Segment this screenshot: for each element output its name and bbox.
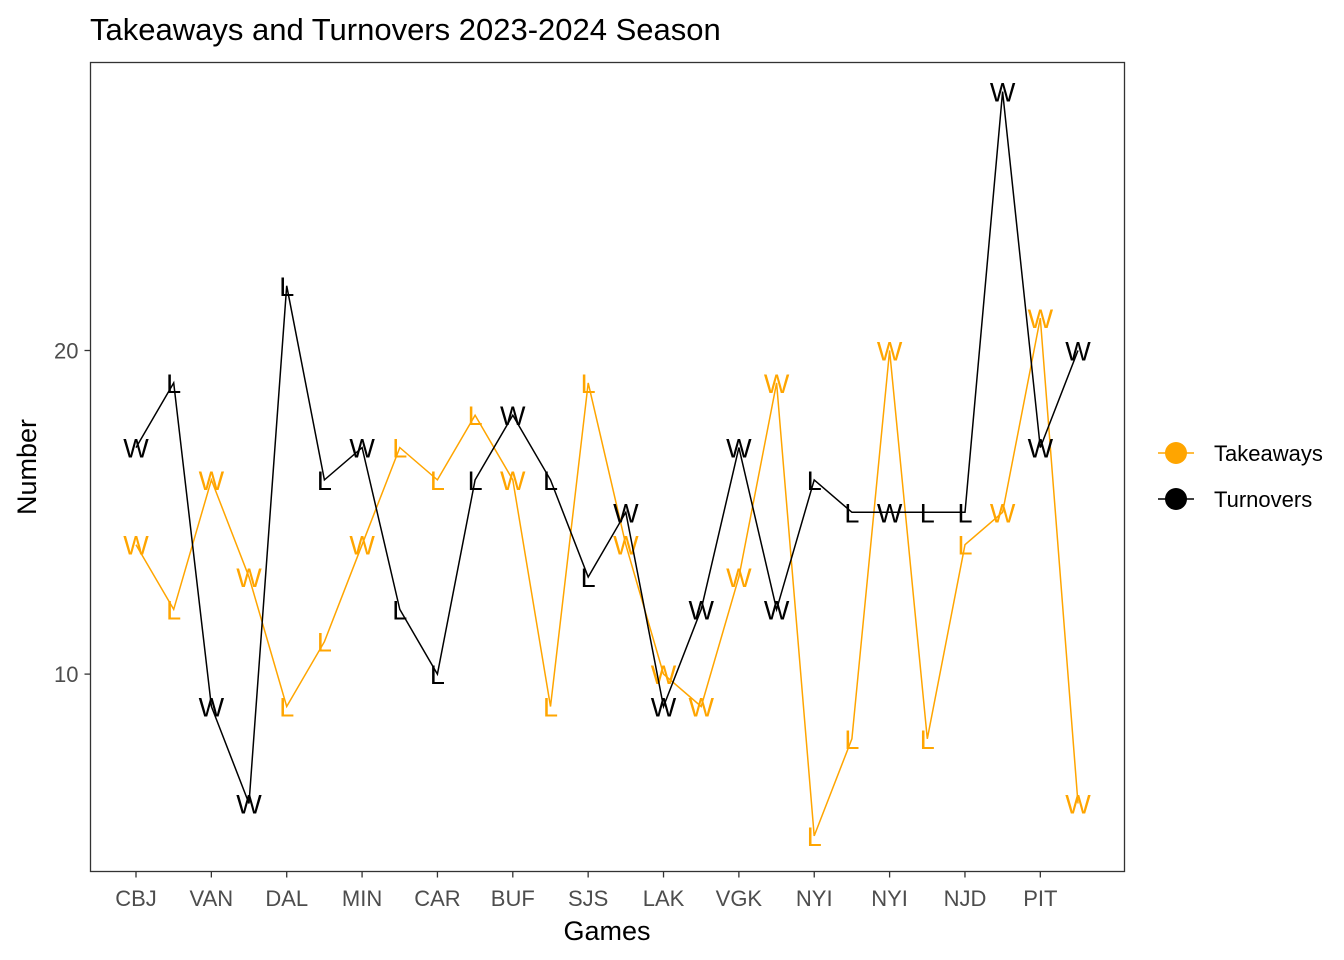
point-label-turnovers: L bbox=[581, 563, 596, 593]
point-label-takeaways: L bbox=[279, 692, 294, 722]
legend: Takeaways Turnovers bbox=[1158, 441, 1323, 512]
x-tick-label: VGK bbox=[716, 886, 763, 911]
x-tick-label: NYI bbox=[796, 886, 833, 911]
point-label-turnovers: W bbox=[613, 498, 639, 528]
x-tick-label: CAR bbox=[414, 886, 460, 911]
point-label-turnovers: L bbox=[543, 466, 558, 496]
x-axis-title: Games bbox=[563, 916, 650, 946]
y-axis-title: Number bbox=[12, 419, 42, 515]
point-label-turnovers: L bbox=[166, 369, 181, 399]
series-layer: WLWWLLWLLLWLLWWWWWLLWLLWWWWLWWLLWLLLWLLW… bbox=[123, 78, 1091, 852]
series-line-takeaways bbox=[135, 317, 1079, 837]
point-label-takeaways: W bbox=[199, 466, 225, 496]
point-label-takeaways: W bbox=[990, 498, 1016, 528]
point-label-takeaways: W bbox=[726, 563, 752, 593]
point-label-takeaways: W bbox=[613, 531, 639, 561]
point-label-takeaways: L bbox=[392, 434, 407, 464]
point-label-takeaways: L bbox=[920, 725, 935, 755]
point-label-takeaways: W bbox=[1028, 304, 1054, 334]
legend-key-dot bbox=[1165, 488, 1187, 510]
point-label-turnovers: W bbox=[726, 434, 752, 464]
point-label-turnovers: W bbox=[199, 692, 225, 722]
x-tick-label: NYI bbox=[871, 886, 908, 911]
point-label-takeaways: W bbox=[349, 531, 375, 561]
chart-title: Takeaways and Turnovers 2023-2024 Season bbox=[90, 12, 721, 47]
y-tick-label: 10 bbox=[54, 662, 78, 687]
point-label-turnovers: W bbox=[990, 78, 1016, 108]
point-label-turnovers: W bbox=[236, 790, 262, 820]
point-label-takeaways: L bbox=[543, 692, 558, 722]
legend-label: Turnovers bbox=[1214, 487, 1312, 512]
point-label-turnovers: L bbox=[392, 595, 407, 625]
x-tick-label: BUF bbox=[491, 886, 535, 911]
point-label-turnovers: L bbox=[430, 660, 445, 690]
series-line-turnovers bbox=[135, 91, 1079, 804]
point-label-turnovers: L bbox=[957, 498, 972, 528]
y-tick-label: 20 bbox=[54, 339, 78, 364]
legend-label: Takeaways bbox=[1214, 441, 1323, 466]
point-label-takeaways: L bbox=[430, 466, 445, 496]
point-label-turnovers: L bbox=[844, 498, 859, 528]
point-label-turnovers: W bbox=[877, 498, 903, 528]
point-label-takeaways: W bbox=[1065, 790, 1091, 820]
x-tick-label: SJS bbox=[568, 886, 608, 911]
point-label-turnovers: L bbox=[807, 466, 822, 496]
point-label-takeaways: W bbox=[500, 466, 526, 496]
point-label-takeaways: L bbox=[807, 822, 822, 852]
x-tick-label: NJD bbox=[944, 886, 987, 911]
point-label-turnovers: W bbox=[1065, 337, 1091, 367]
x-tick-label: LAK bbox=[643, 886, 685, 911]
point-label-turnovers: L bbox=[920, 498, 935, 528]
point-label-takeaways: W bbox=[688, 692, 714, 722]
x-tick-label: PIT bbox=[1023, 886, 1057, 911]
point-label-takeaways: W bbox=[877, 337, 903, 367]
point-label-takeaways: W bbox=[236, 563, 262, 593]
point-label-turnovers: W bbox=[688, 595, 714, 625]
point-label-turnovers: W bbox=[500, 401, 526, 431]
point-label-takeaways: W bbox=[123, 531, 149, 561]
point-label-turnovers: W bbox=[349, 434, 375, 464]
x-tick-label: VAN bbox=[190, 886, 234, 911]
point-label-turnovers: L bbox=[317, 466, 332, 496]
x-tick-label: CBJ bbox=[115, 886, 157, 911]
x-axis: CBJ VAN DAL MIN CAR BUF SJS LAK VGK NYI NYI NJD PIT bbox=[115, 871, 1057, 911]
point-label-takeaways: L bbox=[166, 595, 181, 625]
point-label-turnovers: L bbox=[279, 272, 294, 302]
legend-key-dot bbox=[1165, 442, 1187, 464]
point-label-takeaways: L bbox=[957, 531, 972, 561]
point-label-turnovers: W bbox=[764, 595, 790, 625]
point-label-turnovers: W bbox=[123, 434, 149, 464]
point-label-turnovers: L bbox=[468, 466, 483, 496]
point-label-takeaways: W bbox=[764, 369, 790, 399]
point-label-turnovers: W bbox=[651, 692, 677, 722]
point-label-takeaways: L bbox=[844, 725, 859, 755]
x-tick-label: MIN bbox=[342, 886, 382, 911]
x-tick-label: DAL bbox=[265, 886, 308, 911]
y-axis: 10 20 bbox=[54, 339, 91, 687]
point-label-takeaways: L bbox=[468, 401, 483, 431]
point-label-takeaways: L bbox=[581, 369, 596, 399]
point-label-takeaways: L bbox=[317, 628, 332, 658]
point-label-turnovers: W bbox=[1028, 434, 1054, 464]
